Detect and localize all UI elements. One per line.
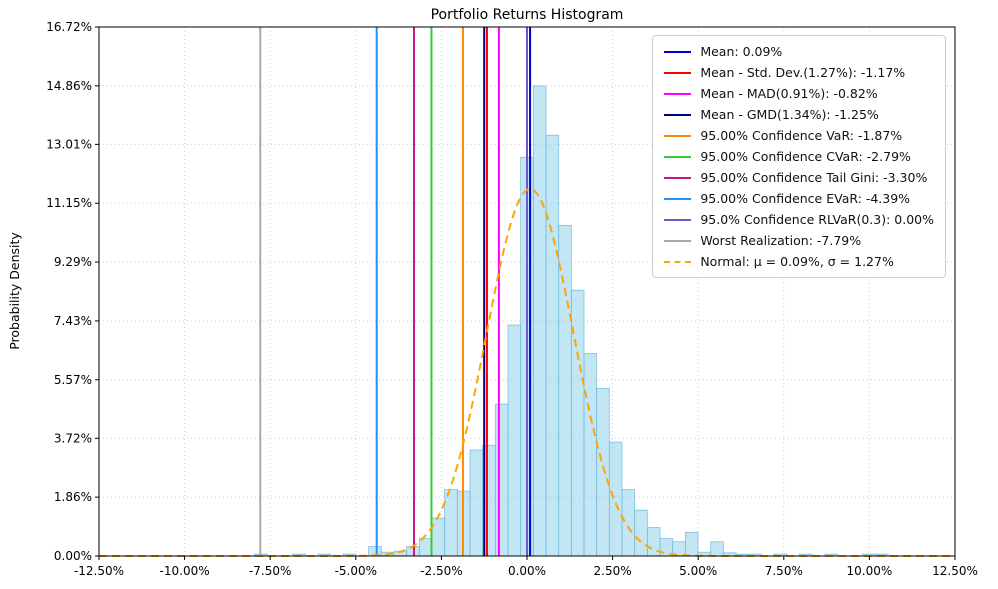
legend-item: 95.0% Confidence RLVaR(0.3): 0.00% — [664, 212, 934, 227]
histogram-bar — [494, 403, 509, 557]
y-tick-label: 9.29% — [54, 255, 92, 269]
y-tick-label: 7.43% — [54, 314, 92, 328]
legend-line-swatch — [664, 260, 692, 263]
histogram-bar — [406, 546, 420, 557]
legend-line-swatch — [664, 50, 692, 53]
legend-item: Mean - Std. Dev.(1.27%): -1.17% — [664, 65, 934, 80]
x-tick-label: 2.50% — [594, 564, 632, 578]
legend-label: Mean - MAD(0.91%): -0.82% — [700, 86, 878, 101]
legend-label: 95.00% Confidence CVaR: -2.79% — [700, 149, 911, 164]
x-tick-label: 0.00% — [508, 564, 546, 578]
legend-label: 95.00% Confidence Tail Gini: -3.30% — [700, 170, 928, 185]
legend-line-swatch — [664, 92, 692, 95]
legend-line-swatch — [664, 155, 692, 158]
histogram-bar — [583, 353, 598, 557]
y-tick-label: 5.57% — [54, 373, 92, 387]
histogram-bar — [469, 449, 484, 557]
histogram-bar — [532, 85, 547, 557]
legend-item: Normal: μ = 0.09%, σ = 1.27% — [664, 254, 934, 269]
legend-label: Mean - GMD(1.34%): -1.25% — [700, 107, 879, 122]
y-tick-label: 3.72% — [54, 431, 92, 445]
x-tick-label: 12.50% — [932, 564, 978, 578]
legend-item: 95.00% Confidence VaR: -1.87% — [664, 128, 934, 143]
legend-item: 95.00% Confidence CVaR: -2.79% — [664, 149, 934, 164]
x-tick-label: -5.00% — [335, 564, 377, 578]
legend-item: Mean: 0.09% — [664, 44, 934, 59]
legend: Mean: 0.09% Mean - Std. Dev.(1.27%): -1.1… — [652, 35, 946, 278]
y-tick-label: 16.72% — [46, 20, 92, 34]
legend-line-swatch — [664, 176, 692, 179]
legend-line-swatch — [664, 134, 692, 137]
x-tick-label: -7.50% — [249, 564, 291, 578]
histogram-bar — [558, 224, 572, 557]
legend-label: Normal: μ = 0.09%, σ = 1.27% — [700, 254, 894, 269]
legend-item: 95.00% Confidence EVaR: -4.39% — [664, 191, 934, 206]
legend-line-swatch — [664, 197, 692, 200]
legend-line-swatch — [664, 113, 692, 116]
legend-label: 95.0% Confidence RLVaR(0.3): 0.00% — [700, 212, 934, 227]
legend-label: 95.00% Confidence EVaR: -4.39% — [700, 191, 911, 206]
histogram-bar — [444, 489, 458, 557]
legend-line-swatch — [664, 218, 692, 221]
y-tick-label: 13.01% — [46, 137, 92, 151]
x-tick-label: -12.50% — [74, 564, 124, 578]
histogram-bar — [596, 387, 610, 557]
y-tick-label: 1.86% — [54, 490, 92, 504]
histogram-bar — [431, 517, 446, 557]
histogram-bar — [634, 509, 648, 557]
histogram-bar — [545, 134, 560, 557]
legend-item: Worst Realization: -7.79% — [664, 233, 934, 248]
histogram-bar — [507, 324, 522, 557]
legend-item: Mean - MAD(0.91%): -0.82% — [664, 86, 934, 101]
chart-title: Portfolio Returns Histogram — [430, 7, 624, 23]
legend-label: Mean - Std. Dev.(1.27%): -1.17% — [700, 65, 906, 80]
histogram-bar — [710, 541, 724, 557]
legend-item: 95.00% Confidence Tail Gini: -3.30% — [664, 170, 934, 185]
y-tick-label: 0.00% — [54, 549, 92, 563]
legend-line-swatch — [664, 239, 692, 242]
x-tick-label: 7.50% — [765, 564, 803, 578]
y-tick-label: 14.86% — [46, 79, 92, 93]
x-tick-label: 5.00% — [679, 564, 717, 578]
legend-item: Mean - GMD(1.34%): -1.25% — [664, 107, 934, 122]
y-tick-label: 11.15% — [46, 196, 92, 210]
x-tick-label: 10.00% — [847, 564, 893, 578]
legend-label: Worst Realization: -7.79% — [700, 233, 862, 248]
histogram-bar — [621, 489, 636, 557]
x-tick-label: -2.50% — [420, 564, 462, 578]
legend-label: 95.00% Confidence VaR: -1.87% — [700, 128, 903, 143]
x-tick-label: -10.00% — [160, 564, 210, 578]
histogram-bar — [684, 531, 699, 557]
legend-label: Mean: 0.09% — [700, 44, 783, 59]
histogram-bar — [608, 441, 623, 557]
legend-line-swatch — [664, 71, 692, 74]
